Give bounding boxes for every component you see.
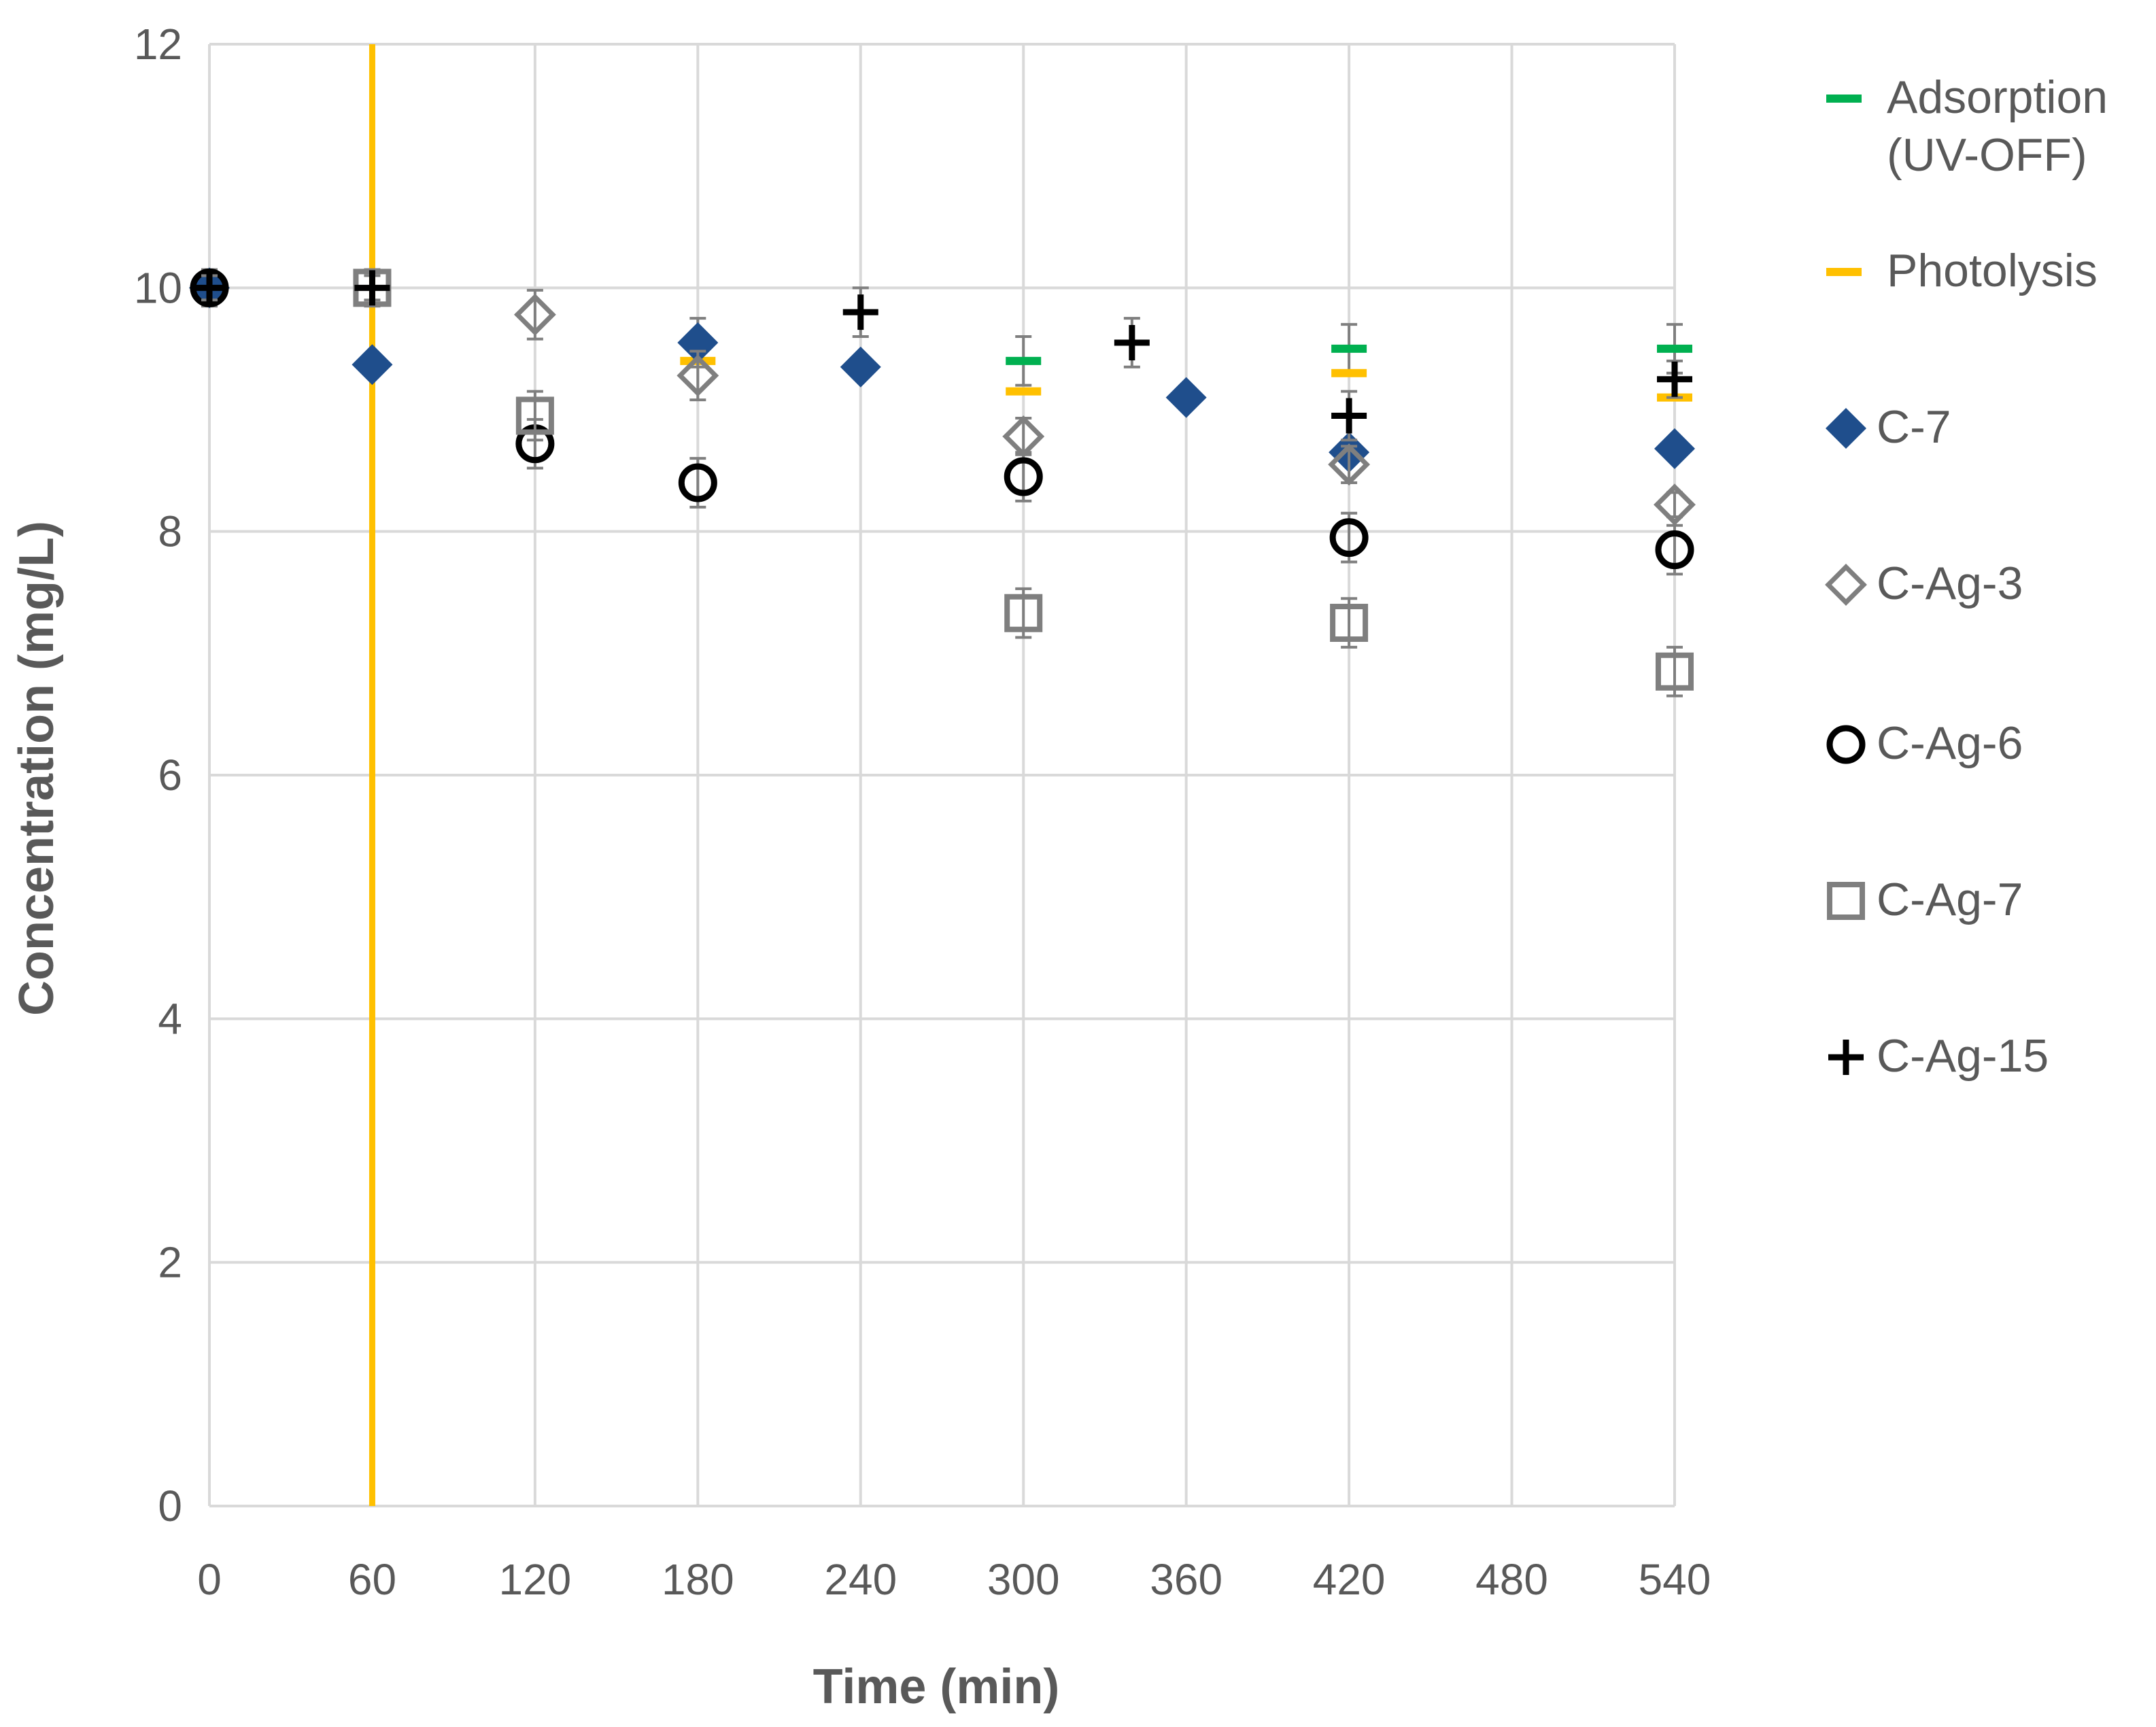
data-point (1329, 518, 1369, 558)
series-c-ag-3 (513, 288, 1696, 526)
series-c-7 (189, 267, 1695, 473)
data-point (677, 322, 719, 363)
x-tick-label: 480 (1475, 1555, 1548, 1604)
legend-label: C-Ag-6 (1877, 717, 2023, 769)
legend-item: C-7 (1826, 401, 1951, 453)
data-point (840, 346, 881, 388)
data-point (352, 344, 393, 386)
series-c-ag-15 (192, 270, 1692, 442)
y-tick-label: 12 (134, 20, 182, 69)
y-tick-label: 0 (158, 1482, 182, 1531)
y-tick-label: 4 (158, 994, 182, 1043)
data-point (515, 396, 554, 435)
y-tick-label: 6 (158, 751, 182, 800)
legend-label: Photolysis (1887, 245, 2098, 296)
legend-item: C-Ag-15 (1828, 1030, 2049, 1082)
data-point (1330, 604, 1369, 643)
data-point (1004, 594, 1043, 632)
x-tick-label: 420 (1313, 1555, 1386, 1604)
legend-item: C-Ag-7 (1827, 874, 2023, 925)
data-point (1114, 324, 1150, 360)
series-photolysis (680, 356, 1692, 402)
data-point (192, 270, 227, 306)
x-tick-label: 540 (1639, 1555, 1711, 1604)
y-axis-title: Concentration (mg/L) (10, 521, 64, 1016)
legend-marker (1828, 1040, 1864, 1075)
x-tick-label: 360 (1150, 1555, 1222, 1604)
legend-label: C-Ag-15 (1877, 1030, 2049, 1082)
y-tick-label: 2 (158, 1238, 182, 1287)
data-point (1331, 398, 1367, 434)
data-point (1654, 483, 1696, 526)
y-tick-label: 10 (134, 263, 182, 312)
x-tick-label: 300 (987, 1555, 1060, 1604)
x-tick-label: 120 (498, 1555, 571, 1604)
data-points (189, 267, 1696, 698)
x-tick-label: 180 (662, 1555, 734, 1604)
legend-label: C-Ag-7 (1877, 874, 2023, 925)
legend-item: Photolysis (1826, 245, 2098, 296)
legend-marker (1826, 408, 1866, 449)
legend-label: C-7 (1877, 401, 1951, 453)
data-point (1656, 652, 1694, 691)
legend: Adsorption (UV-OFF) Photolysis C-7 C-Ag-3 C-A… (1825, 71, 2108, 1082)
legend-item: C-Ag-6 (1826, 717, 2023, 769)
legend-label: (UV-OFF) (1887, 129, 2087, 181)
data-point (1004, 457, 1043, 496)
data-point (1657, 361, 1692, 397)
y-tick-label: 8 (158, 507, 182, 556)
x-tick-label: 0 (197, 1555, 222, 1604)
data-point (677, 354, 719, 397)
x-tick-label: 60 (348, 1555, 396, 1604)
data-point (1654, 428, 1695, 469)
data-point (842, 294, 878, 330)
data-point (1655, 530, 1694, 570)
data-point (513, 293, 556, 336)
grid (208, 43, 1676, 1507)
x-axis-title: Time (min) (813, 1660, 1060, 1714)
data-point (1165, 377, 1207, 418)
series-c-ag-6 (190, 268, 1694, 576)
legend-marker (1826, 725, 1866, 764)
data-point (354, 270, 390, 306)
legend-item: C-Ag-3 (1825, 558, 2023, 609)
x-tick-label: 240 (824, 1555, 897, 1604)
legend-marker (1827, 882, 1865, 920)
data-point (678, 463, 717, 502)
legend-label: C-Ag-3 (1877, 558, 2023, 609)
data-point (1328, 443, 1371, 486)
legend-item: Adsorption (UV-OFF) (1826, 71, 2108, 181)
legend-label: Adsorption (1887, 71, 2108, 123)
legend-marker (1825, 564, 1867, 606)
